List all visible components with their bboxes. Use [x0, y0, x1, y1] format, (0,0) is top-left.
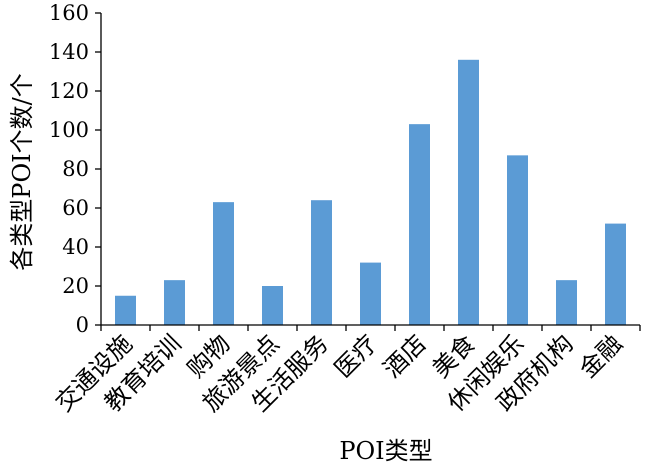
bar	[556, 280, 577, 325]
bar	[311, 200, 332, 325]
bars-group	[115, 59, 626, 326]
x-category-label: 医疗	[329, 329, 383, 383]
y-axis-title: 各类型POI个数/个	[8, 73, 36, 270]
y-axis-ticks: 0 20 40 60 80 100 120 140 160	[49, 1, 101, 337]
y-tick-label: 120	[49, 79, 89, 103]
y-tick-label: 0	[76, 313, 89, 337]
bar	[213, 202, 234, 325]
y-tick-label: 20	[62, 274, 89, 298]
bar	[360, 262, 381, 325]
y-tick-label: 140	[49, 40, 89, 64]
bar	[605, 223, 626, 325]
bar	[115, 295, 136, 325]
y-tick-label: 80	[62, 157, 89, 181]
x-category-label: 酒店	[378, 329, 432, 383]
bar	[458, 59, 479, 326]
x-axis-title: POI类型	[339, 437, 432, 465]
x-category-label: 金融	[574, 329, 628, 383]
bar	[409, 124, 430, 326]
x-axis-ticks	[100, 325, 641, 331]
y-tick-label: 60	[62, 196, 89, 220]
y-tick-label: 160	[49, 1, 89, 25]
bar	[164, 280, 185, 325]
y-tick-label: 100	[49, 118, 89, 142]
bar	[262, 286, 283, 325]
bar	[507, 155, 528, 325]
y-tick-label: 40	[62, 235, 89, 259]
